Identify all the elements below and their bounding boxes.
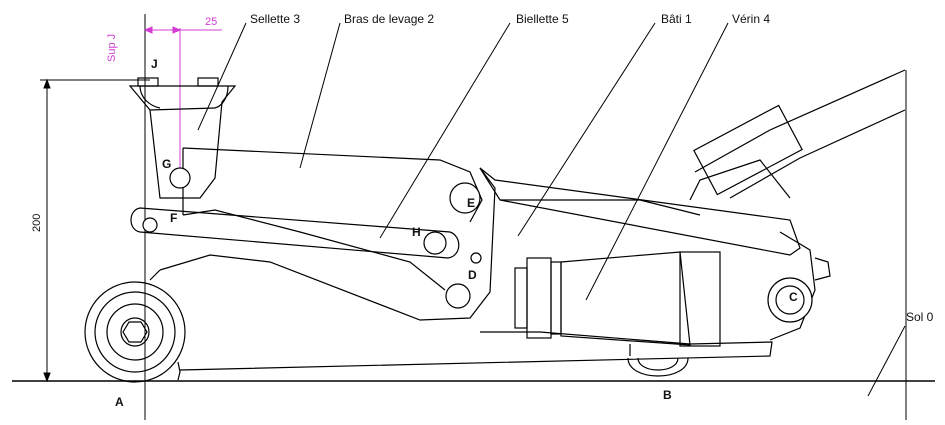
point-label-c: C [789, 290, 798, 304]
sup-j-label: Sup J [106, 34, 118, 62]
label-bras: Bras de levage 2 [344, 12, 434, 26]
pivot-d [445, 283, 471, 309]
point-label-h: H [412, 225, 421, 239]
saddle [128, 77, 237, 199]
point-label-f: F [170, 211, 177, 225]
front-wheel [84, 281, 186, 383]
dimension-200-label: 200 [31, 214, 43, 232]
pivot-c-inner [775, 285, 805, 315]
pivot-f [142, 217, 158, 233]
pivot-circles [142, 167, 813, 323]
label-sellette: Sellette 3 [250, 12, 300, 26]
pivot-g [169, 167, 191, 189]
pivot-h [423, 231, 447, 255]
offset-dimension [143, 26, 222, 178]
label-biellette: Biellette 5 [516, 12, 569, 26]
hydraulic-cylinder [514, 251, 721, 347]
frame [149, 167, 773, 381]
point-label-j: J [151, 57, 158, 71]
pump-body [479, 159, 831, 341]
handle [693, 69, 906, 199]
rear-wheel [627, 357, 689, 377]
label-leaders [197, 22, 729, 301]
label-verin: Vérin 4 [732, 12, 770, 26]
point-label-a: A [115, 395, 124, 409]
dimension-25-label: 25 [205, 16, 217, 28]
point-label-e: E [467, 196, 475, 210]
pivot-e [449, 182, 481, 214]
point-label-b: B [663, 388, 672, 402]
point-label-d: D [468, 268, 477, 282]
point-label-g: G [162, 157, 171, 171]
height-dimension [40, 78, 150, 383]
lifting-arm [182, 147, 483, 291]
label-sol: Sol 0 [906, 310, 934, 324]
link-rod [130, 207, 460, 259]
sol-leader [867, 325, 906, 397]
label-bati: Bâti 1 [661, 12, 692, 26]
